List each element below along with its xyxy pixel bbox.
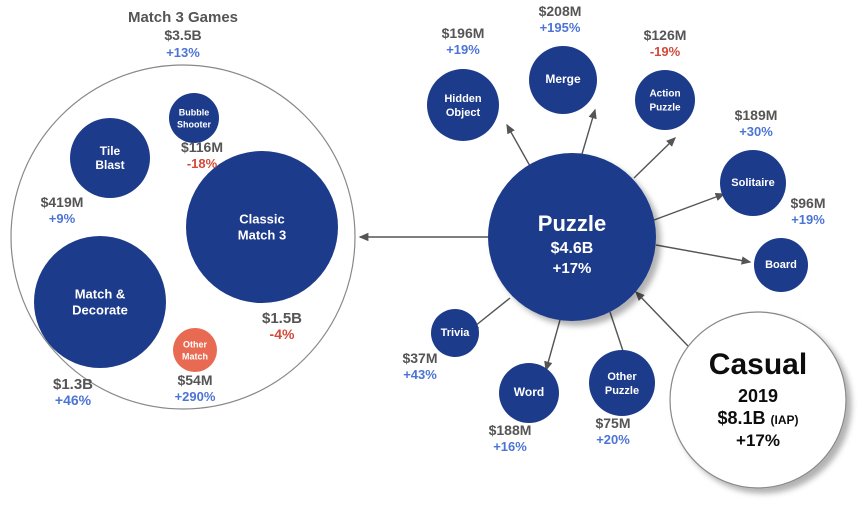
- bubble-board: Board: [754, 238, 808, 292]
- match3-title: Match 3 Games: [128, 9, 238, 26]
- casual-line-0: Casual: [709, 348, 807, 381]
- bubble-other-puzzle-growth: +20%: [596, 432, 630, 447]
- bubble-merge-value: $208M: [539, 3, 582, 19]
- hub-puzzle-line-1: $4.6B: [551, 240, 594, 257]
- bubble-word-value: $188M: [489, 422, 532, 438]
- bubble-word-growth: +16%: [493, 439, 527, 454]
- bubble-classic-match3: ClassicMatch 3: [186, 151, 338, 303]
- bubble-trivia: Trivia: [431, 309, 479, 357]
- bubble-other-match-circle: [173, 328, 217, 372]
- bubble-action-puzzle-circle: [635, 70, 695, 130]
- bubble-hidden-object-label: Hidden: [444, 93, 482, 105]
- bubble-classic-match3-value: $1.5B: [262, 310, 302, 327]
- bubble-match-decorate-label: Match &: [75, 286, 126, 301]
- hub-puzzle-line-0: Puzzle: [538, 211, 606, 236]
- bubble-solitaire: Solitaire: [720, 150, 786, 216]
- casual-line-1: 2019: [738, 386, 778, 406]
- hub-puzzle: Puzzle $4.6B +17%: [488, 153, 656, 321]
- bubble-solitaire-label: Solitaire: [731, 177, 774, 189]
- bubble-diagram: ClassicMatch 3Match &DecorateTileBlastBu…: [0, 0, 865, 505]
- bubble-classic-match3-label: Match 3: [238, 227, 286, 242]
- bubble-match-decorate: Match &Decorate: [34, 236, 166, 368]
- bubble-action-puzzle-growth: -19%: [650, 44, 681, 59]
- bubble-tile-blast-label: Blast: [95, 158, 124, 172]
- bubble-classic-match3-label: Classic: [239, 211, 285, 226]
- arrow-casual-0: [636, 292, 688, 346]
- bubble-other-match-growth: +290%: [175, 389, 216, 404]
- bubble-other-puzzle: Other Puzzle: [589, 350, 655, 416]
- bubble-other-match: Other Match: [173, 328, 217, 372]
- casual-node: Casual2019$8.1B (IAP)+17%: [670, 312, 846, 488]
- bubble-action-puzzle-label: Action: [649, 89, 680, 100]
- bubble-trivia-label: Trivia: [441, 327, 471, 339]
- hub-layer: Puzzle $4.6B +17%: [488, 153, 656, 321]
- bubble-board-value: $96M: [790, 195, 825, 211]
- bubble-merge-growth: +195%: [540, 20, 581, 35]
- bubble-other-puzzle-label: Puzzle: [605, 385, 639, 397]
- bubble-action-puzzle-value: $126M: [644, 27, 687, 43]
- bubble-board-label: Board: [765, 259, 797, 271]
- arrow-puzzle-2: [507, 125, 530, 166]
- bubble-bubble-shooter: Bubble Shooter: [169, 93, 219, 143]
- bubble-other-puzzle-value: $75M: [595, 415, 630, 431]
- bubble-other-match-value: $54M: [177, 372, 212, 388]
- bubble-bubble-shooter-label: Bubble: [179, 107, 210, 117]
- bubble-other-match-label: Match: [182, 351, 208, 361]
- bubble-word: Word: [499, 363, 559, 423]
- bubble-tile-blast-value: $419M: [41, 194, 84, 210]
- bubble-other-match-label: Other: [183, 339, 208, 349]
- casual-layer: Casual2019$8.1B (IAP)+17%: [670, 312, 846, 488]
- bubble-match-decorate-label: Decorate: [72, 302, 128, 317]
- match3-value: $3.5B: [164, 27, 201, 43]
- hub-puzzle-line-2: +17%: [553, 260, 592, 277]
- bubble-match-decorate-value: $1.3B: [53, 376, 93, 393]
- bubble-match-decorate-growth: +46%: [55, 392, 92, 408]
- arrow-puzzle-6: [656, 245, 750, 262]
- bubble-bubble-shooter-circle: [169, 93, 219, 143]
- bubble-classic-match3-growth: -4%: [270, 326, 295, 342]
- bubble-bubble-shooter-value: $116M: [181, 139, 223, 155]
- bubble-hidden-object: Hidden Object: [427, 69, 499, 141]
- bubble-trivia-growth: +43%: [403, 367, 437, 382]
- bubble-merge-label: Merge: [545, 72, 581, 86]
- bubble-other-puzzle-label: Other: [607, 371, 637, 383]
- bubble-tile-blast-label: Tile: [100, 144, 121, 158]
- hub-puzzle-circle: [488, 153, 656, 321]
- bubble-tile-blast-growth: +9%: [49, 211, 76, 226]
- bubble-solitaire-growth: +30%: [739, 124, 773, 139]
- arrow-puzzle-4: [634, 138, 675, 178]
- bubble-hidden-object-label: Object: [446, 107, 481, 119]
- bubble-hidden-object-growth: +19%: [446, 42, 480, 57]
- bubble-action-puzzle-label: Puzzle: [649, 103, 681, 114]
- bubble-solitaire-value: $189M: [735, 107, 778, 123]
- bubble-hidden-object-circle: [427, 69, 499, 141]
- bubble-bubble-shooter-growth: -18%: [187, 156, 218, 171]
- bubble-other-puzzle-circle: [589, 350, 655, 416]
- bubble-trivia-value: $37M: [402, 350, 437, 366]
- bubble-hidden-object-value: $196M: [442, 25, 485, 41]
- arrow-puzzle-5: [654, 194, 724, 220]
- casual-line-3: +17%: [736, 431, 780, 450]
- bubble-board-growth: +19%: [791, 212, 825, 227]
- bubble-tile-blast: TileBlast: [70, 118, 150, 198]
- match3-growth: +13%: [166, 45, 200, 60]
- bubble-word-label: Word: [514, 385, 544, 399]
- bubble-merge: Merge: [529, 46, 597, 114]
- arrow-puzzle-3: [582, 110, 595, 154]
- arrow-puzzle-8: [546, 320, 560, 370]
- bubble-bubble-shooter-label: Shooter: [177, 119, 211, 129]
- bubble-action-puzzle: Action Puzzle: [635, 70, 695, 130]
